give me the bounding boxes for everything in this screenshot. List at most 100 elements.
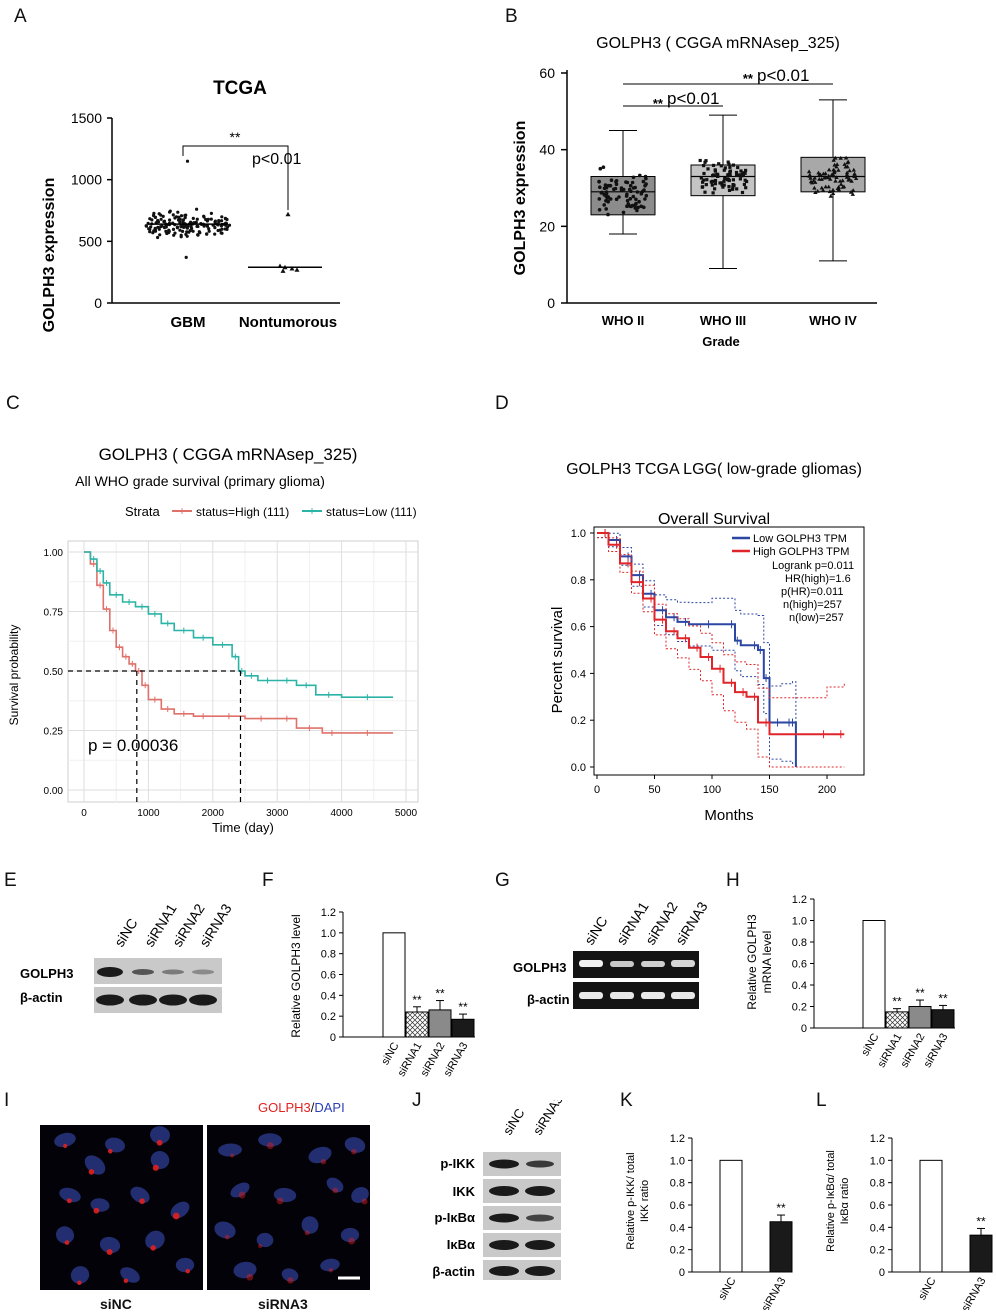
panel-b-point — [704, 159, 708, 163]
panel-j-band — [525, 1240, 555, 1250]
panel-j-lane-1: siNC — [500, 1106, 528, 1138]
panel-b-point — [808, 176, 813, 180]
panel-b-point — [606, 195, 610, 199]
panel-i-golph3-signal — [63, 1143, 68, 1148]
panel-b-xlabel: Grade — [702, 334, 740, 349]
panel-c-ytick-label: 0.25 — [44, 727, 64, 738]
panel-a-point-gbm — [226, 225, 230, 229]
panel-a-point-gbm — [183, 213, 187, 218]
panel-b-point — [617, 195, 621, 199]
panel-i-golph3-signal — [185, 1268, 191, 1274]
panel-k-ytick-label: 1.0 — [670, 1155, 685, 1167]
panel-d-plot-title: Overall Survival — [658, 511, 770, 528]
panel-a-point-gbm — [144, 224, 149, 228]
panel-f-bar — [428, 1009, 452, 1038]
panel-a-point-gbm — [190, 226, 194, 231]
panel-label-l: L — [816, 1090, 827, 1111]
panel-a-title: TCGA — [213, 78, 267, 99]
panel-b-point — [844, 170, 850, 175]
panel-a-point-nontumorous — [294, 267, 300, 272]
panel-b-point — [823, 171, 828, 176]
panel-d-stat-1: Logrank p=0.011 — [772, 560, 854, 572]
panel-a-point-gbm — [187, 230, 191, 234]
panel-l-category-label: siNC — [916, 1275, 938, 1302]
panel-label-d: D — [495, 393, 509, 414]
panel-b-point — [848, 189, 854, 194]
panel-b-point — [827, 189, 833, 194]
panel-i-golph3-signal — [328, 1268, 334, 1273]
panel-e-band — [192, 969, 214, 975]
panel-b-point — [826, 167, 832, 172]
panel-i-stain-legend: GOLPH3/DAPI — [258, 1100, 345, 1115]
panel-a-point-gbm — [162, 219, 167, 223]
panel-b-point — [726, 160, 730, 164]
panel-f-sig: ** — [412, 993, 422, 1007]
panel-c-ytick-label: 0.50 — [44, 667, 64, 678]
panel-h-bar — [862, 920, 886, 1029]
panel-label-h: H — [726, 870, 740, 891]
panel-i-golph3-signal — [266, 1142, 274, 1150]
panel-a-point-gbm — [220, 219, 224, 223]
panel-b-point — [834, 162, 840, 166]
panel-b-point — [727, 185, 731, 189]
panel-l-bar — [919, 1159, 943, 1273]
panel-i-nucleus — [340, 1227, 360, 1243]
panel-c-xtick-label: 0 — [81, 808, 87, 819]
panel-b-point — [629, 204, 633, 209]
panel-b-ytick-label: 0 — [547, 295, 555, 311]
panel-label-i: I — [4, 1090, 10, 1111]
panel-b-point — [635, 208, 639, 213]
panel-b-point — [609, 178, 614, 182]
panel-i-golph3-signal — [351, 1148, 357, 1155]
panel-b-group-label: WHO II — [602, 313, 645, 328]
panel-f-ytick-label: 1.0 — [321, 928, 336, 940]
panel-b-ytick-label: 60 — [539, 65, 555, 81]
panel-d-ytick-label: 0.0 — [571, 762, 586, 774]
panel-i-golph3-signal — [238, 1191, 246, 1199]
panel-k-category-label: siRNA3 — [760, 1276, 789, 1311]
panel-b-point — [741, 171, 745, 175]
panel-g-band — [671, 960, 695, 967]
panel-b-p2: p<0.01 — [757, 66, 809, 85]
panel-e-row-actin: β-actin — [20, 990, 63, 1005]
panel-b-ylabel: GOLPH3 expression — [512, 121, 529, 276]
panel-l-ytick-label: 1.2 — [870, 1133, 885, 1145]
panel-j-band — [489, 1266, 519, 1276]
panel-i-nucleus — [54, 1132, 76, 1148]
panel-a-point-gbm — [156, 235, 160, 240]
panel-i-golph3-signal — [107, 1149, 113, 1154]
panel-b-point — [818, 172, 823, 177]
panel-a-point-gbm — [179, 235, 183, 239]
panel-a-point-gbm — [202, 224, 206, 228]
panel-b-point — [728, 173, 732, 177]
panel-e-band — [162, 969, 184, 975]
panel-j-lane-2: siRNA3 — [530, 1100, 566, 1138]
panel-c-ytick-label: 0.75 — [44, 608, 64, 619]
panel-b-point — [722, 168, 726, 172]
panel-g-gel: siNC siRNA1 siRNA2 siRNA3 GOLPH3 β-actin — [513, 899, 711, 1009]
panel-k-ytick-label: 1.2 — [670, 1133, 685, 1145]
panel-g-band — [671, 992, 695, 999]
panel-a-point-gbm — [178, 228, 182, 232]
panel-b-point — [621, 210, 626, 215]
panel-i-golph3-signal — [332, 1187, 339, 1194]
panel-h-bar — [908, 1006, 932, 1029]
panel-f-ytick-label: 0.8 — [321, 949, 336, 961]
panel-b-p1: p<0.01 — [667, 89, 719, 108]
panel-b-point — [834, 175, 839, 179]
panel-k-ytick-label: 0.8 — [670, 1178, 685, 1190]
panel-b-point — [844, 175, 850, 179]
panel-k-bar — [769, 1221, 793, 1273]
panel-i-nucleus — [344, 1137, 366, 1153]
panel-a-point-gbm — [152, 229, 156, 233]
panel-b-point — [710, 183, 714, 187]
panel-b-point — [634, 197, 638, 202]
panel-d-stat-3: p(HR)=0.011 — [781, 586, 843, 598]
panel-b-point — [828, 177, 833, 181]
panel-b-point — [718, 181, 722, 185]
panel-i-golph3-signal — [361, 1198, 368, 1205]
panel-a-point-gbm — [207, 227, 211, 231]
panel-k-bar: Relative p-IKK/ total IKK ratio 0 0.2 0.4 0… — [625, 1133, 793, 1311]
panel-i-nucleus — [214, 1221, 236, 1239]
panel-b-point — [836, 168, 841, 172]
